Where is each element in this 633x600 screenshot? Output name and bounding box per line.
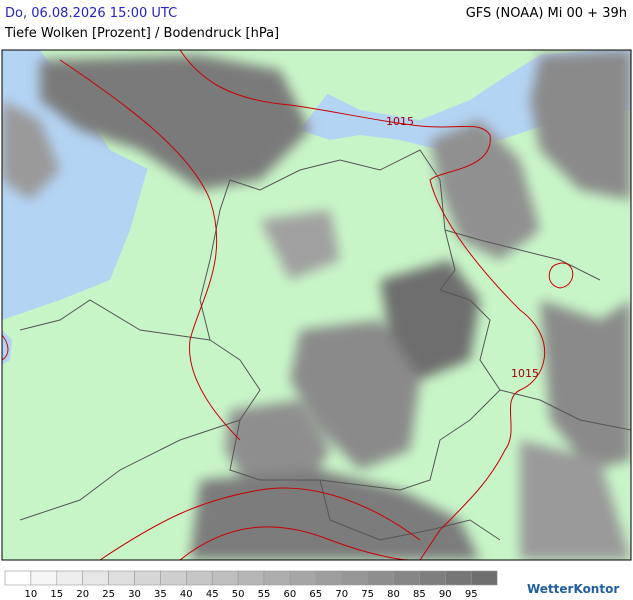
datetime: Do, 06.08.2026 15:00 UTC (5, 6, 178, 21)
legend-swatch (237, 570, 265, 586)
legend-label: 65 (309, 589, 322, 600)
isobars (2, 50, 574, 560)
legend-swatch (56, 570, 83, 586)
legend-label: 60 (284, 589, 297, 600)
clouds (2, 50, 631, 560)
legend-swatch (30, 570, 58, 586)
legend-label: 25 (102, 589, 115, 600)
legend-swatch (470, 570, 498, 586)
legend-swatch (289, 570, 317, 586)
legend-label: 45 (206, 589, 219, 600)
legend-label: 85 (413, 589, 426, 600)
legend-swatch (134, 570, 161, 586)
legend-swatch (315, 570, 342, 586)
legend-swatch (341, 570, 368, 586)
legend-swatch (160, 570, 187, 586)
legend-swatch (4, 570, 32, 586)
legend-label: 75 (361, 589, 374, 600)
legend-swatch (393, 570, 420, 586)
legend-label: 50 (232, 589, 245, 600)
legend-swatch (108, 570, 135, 586)
legend-label: 30 (128, 589, 141, 600)
legend-label: 15 (50, 589, 63, 600)
legend-swatch (82, 570, 109, 586)
model-run: GFS (NOAA) Mi 00 + 39h (465, 6, 627, 21)
legend-label: 90 (439, 589, 452, 600)
legend-swatch (444, 570, 472, 586)
legend-label: 20 (76, 589, 89, 600)
legend-swatch (211, 570, 239, 586)
legend: 10 15 20 25 30 35 40 45 50 55 60 65 70 75 80 85 90 95 (4, 570, 498, 600)
legend-label: 10 (25, 589, 38, 600)
isobar-label: 1015 (386, 115, 414, 128)
legend-label: 80 (387, 589, 400, 600)
legend-swatch (186, 570, 213, 586)
legend-swatch (367, 570, 394, 586)
borders (19, 149, 631, 541)
legend-swatch (263, 570, 291, 586)
legend-label: 55 (258, 589, 271, 600)
subtitle: Tiefe Wolken [Prozent] / Bodendruck [hPa… (5, 26, 280, 41)
legend-label: 95 (465, 589, 478, 600)
legend-swatch (419, 570, 446, 586)
legend-label: 40 (180, 589, 193, 600)
brand: WetterKontor (527, 582, 619, 596)
legend-label: 70 (335, 589, 348, 600)
isobar-label: 1015 (511, 367, 539, 380)
legend-label: 35 (154, 589, 167, 600)
map-frame (1, 49, 632, 561)
